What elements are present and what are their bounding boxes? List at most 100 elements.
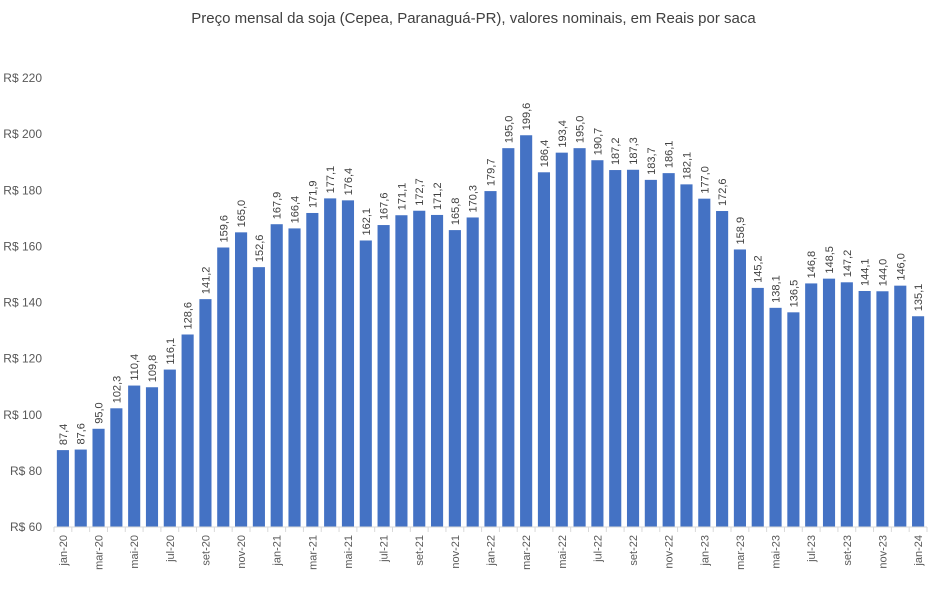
data-label: 171,9: [307, 180, 319, 208]
bar: [110, 408, 123, 527]
data-label: 144,0: [877, 259, 889, 287]
data-label: 193,4: [557, 120, 569, 148]
x-tick-label: nov-22: [664, 535, 676, 569]
bar: [288, 228, 301, 527]
x-tick-label: mai-22: [557, 535, 569, 569]
x-tick-label: jan-21: [272, 535, 284, 567]
bar: [181, 334, 194, 527]
bar: [56, 450, 69, 527]
bar: [430, 214, 444, 527]
x-tick-label: jul-20: [165, 535, 177, 563]
data-label: 87,6: [76, 423, 88, 444]
bar: [466, 217, 479, 527]
x-tick-label: jan-20: [58, 535, 70, 567]
data-label: 182,1: [681, 152, 693, 180]
data-label: 171,2: [432, 182, 444, 210]
data-label: 179,7: [486, 159, 498, 187]
x-tick-label: mai-21: [343, 535, 355, 569]
x-axis: jan-20 mar-20 mai-20 jul-20 set-20 nov-20 jan-…: [53, 526, 928, 570]
data-label: 158,9: [735, 217, 747, 245]
y-tick-label: R$ 100: [3, 408, 42, 422]
x-tick-label: jul-22: [592, 535, 604, 563]
bar: [626, 169, 640, 527]
bar: [252, 267, 265, 527]
x-tick-label: nov-20: [236, 535, 248, 569]
bar: [644, 179, 657, 527]
bar: [716, 211, 729, 527]
y-tick-label: R$ 120: [3, 352, 42, 366]
bar: [537, 172, 551, 528]
data-label: 177,1: [325, 166, 337, 194]
x-tick-label: jan-24: [913, 535, 925, 567]
data-label: 110,4: [129, 354, 141, 381]
bar: [822, 278, 836, 527]
bar: [199, 299, 212, 527]
data-label: 116,1: [165, 338, 177, 365]
data-label: 148,5: [824, 246, 836, 274]
bar: [591, 160, 604, 527]
y-tick-label: R$ 180: [3, 183, 42, 197]
bar: [840, 282, 853, 527]
data-label: 109,8: [147, 355, 159, 383]
bar: [787, 312, 800, 527]
y-tick-label: R$ 220: [3, 71, 42, 85]
x-tick-label: mai-23: [771, 535, 783, 569]
data-label: 95,0: [94, 402, 106, 423]
bar: [698, 198, 711, 528]
data-label: 171,1: [396, 183, 408, 211]
bar: [751, 287, 764, 527]
bar: [235, 232, 248, 527]
data-label: 166,4: [290, 196, 302, 224]
data-label: 172,7: [414, 178, 426, 206]
bar: [912, 316, 925, 527]
chart-title: Preço mensal da soja (Cepea, Paranaguá-P…: [191, 10, 756, 27]
x-tick-label: nov-23: [877, 535, 889, 569]
data-label: 165,8: [450, 198, 462, 226]
bar: [341, 200, 355, 527]
bar-series: [56, 135, 925, 528]
x-tick-label: jan-23: [699, 535, 711, 567]
bar: [74, 449, 87, 527]
data-label: 162,1: [361, 208, 373, 236]
bar: [502, 148, 515, 527]
y-tick-label: R$ 80: [10, 464, 42, 478]
data-labels: 87,4 87,6 95,0 102,3 110,4 109,8 116,1 128,6 141…: [58, 103, 925, 445]
data-label: 177,0: [699, 166, 711, 194]
data-label: 152,6: [254, 235, 266, 263]
bar: [377, 225, 390, 528]
data-label: 186,1: [664, 141, 676, 169]
bar: [573, 148, 586, 527]
bar: [306, 212, 319, 528]
data-label: 186,4: [539, 140, 551, 168]
bar: [270, 224, 283, 527]
data-label: 176,4: [343, 168, 355, 196]
bar: [769, 307, 782, 527]
x-tick-label: mar-22: [521, 535, 533, 570]
bar: [484, 191, 497, 527]
x-tick-label: jul-21: [379, 535, 391, 563]
data-label: 190,7: [592, 128, 604, 156]
y-tick-label: R$ 60: [10, 520, 42, 534]
data-label: 138,1: [771, 275, 783, 303]
data-label: 145,2: [753, 255, 765, 283]
data-label: 102,3: [111, 376, 123, 404]
x-tick-label: jul-23: [806, 535, 818, 563]
bar: [413, 210, 426, 528]
x-tick-label: mar-21: [307, 535, 319, 570]
x-tick-label: nov-21: [450, 535, 462, 569]
bar: [145, 387, 159, 527]
y-axis: R$ 60 R$ 80 R$ 100 R$ 120 R$ 140 R$ 160 R$ 180…: [3, 71, 42, 534]
data-label: 195,0: [575, 116, 587, 144]
data-label: 172,6: [717, 178, 729, 206]
bar: [805, 283, 818, 527]
bar: [217, 247, 230, 527]
y-tick-label: R$ 200: [3, 127, 42, 141]
data-label: 87,4: [58, 424, 70, 445]
data-label: 167,9: [272, 192, 284, 220]
data-label: 167,6: [379, 193, 391, 221]
x-tick-label: set-22: [628, 535, 640, 566]
x-tick-label: set-21: [414, 535, 426, 566]
data-label: 128,6: [183, 302, 195, 330]
bar: [163, 369, 176, 527]
bar: [876, 291, 889, 527]
